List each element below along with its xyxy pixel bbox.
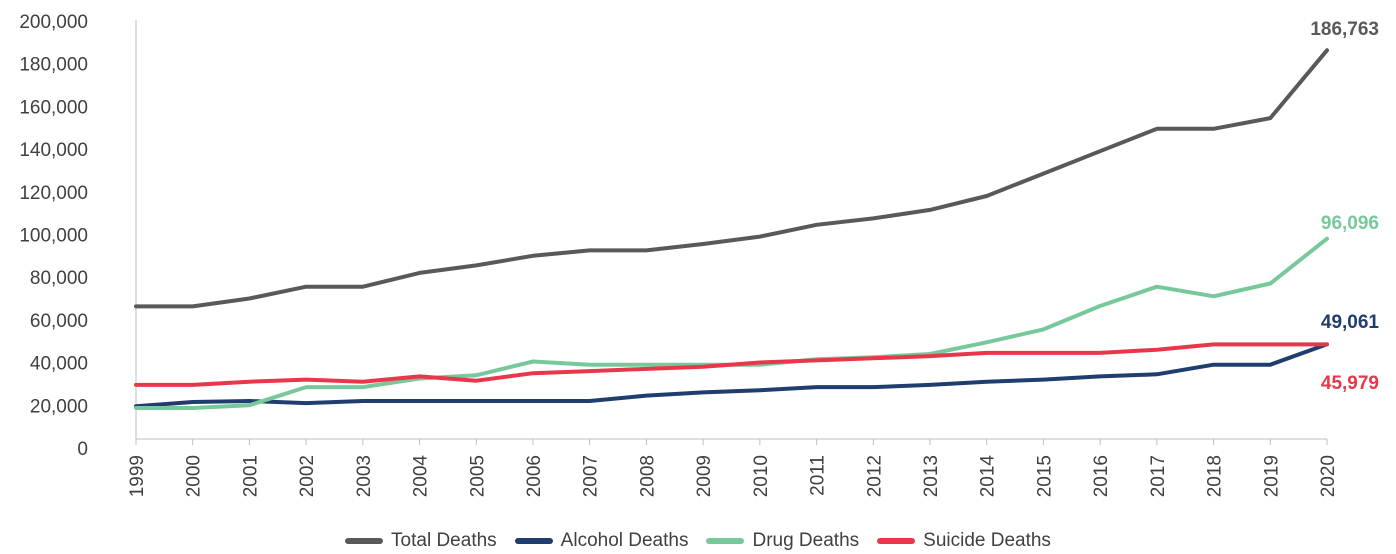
y-tick-label: 80,000 [30,268,88,289]
legend-swatch [345,538,384,544]
y-tick-label: 60,000 [30,311,88,332]
y-tick-label: 140,000 [19,140,88,161]
x-tick-label: 2013 [921,455,942,497]
x-tick-label: 2000 [184,455,205,497]
x-tick-label: 2018 [1205,455,1226,497]
legend: Total Deaths Alcohol Deaths Drug Deaths Sui… [0,530,1396,552]
series-line-alcohol-deaths [134,342,1329,409]
x-tick-label: 2002 [297,455,318,497]
legend-item: Suicide Deaths [877,530,1051,552]
x-tick-label: 2020 [1318,455,1339,497]
x-tick-label: 2019 [1261,455,1282,497]
series-line-drug-deaths [134,236,1329,410]
x-tick-label: 2004 [411,455,432,498]
x-tick-label: 2001 [240,455,261,497]
y-tick-label: 200,000 [19,12,88,33]
x-tick-label: 2007 [581,455,602,497]
series-lines [134,48,1329,410]
y-tick-label: 0 [77,439,88,460]
legend-label: Drug Deaths [752,530,860,551]
end-labels: 186,763 49,061 96,096 45,979 [1310,19,1379,394]
y-tick-label: 40,000 [30,354,88,375]
legend-item: Total Deaths [345,530,497,552]
x-tick-label: 2016 [1091,455,1112,497]
legend-item: Drug Deaths [706,530,859,552]
y-axis: 0 20,000 40,000 60,000 80,000 100,000 120,000 1… [19,12,137,460]
series-line-total-deaths [134,48,1329,309]
legend-label: Alcohol Deaths [560,530,689,551]
x-tick-label: 2015 [1034,455,1055,497]
y-tick-label: 20,000 [30,396,88,417]
x-tick-label: 2009 [694,455,715,497]
x-tick-label: 2010 [751,455,772,497]
end-value-label: 186,763 [1310,19,1379,40]
x-tick-label: 2011 [808,455,829,496]
x-tick-label: 1999 [127,455,148,497]
legend-swatch [706,538,745,544]
y-tick-label: 180,000 [19,55,88,76]
y-tick-label: 100,000 [19,226,88,247]
x-tick-label: 2003 [354,455,375,497]
x-tick-label: 2005 [467,455,488,497]
y-tick-label: 160,000 [19,97,88,118]
x-tick-label: 2008 [637,455,658,497]
line-chart: 0 20,000 40,000 60,000 80,000 100,000 120,000 1… [19,12,1379,498]
x-tick-label: 2006 [524,455,545,497]
legend-swatch [877,538,916,544]
legend-item: Alcohol Deaths [514,530,689,552]
x-tick-label: 2012 [864,455,885,497]
x-axis: 1999 2000 2001 2002 2003 2004 2005 2006 2007 2008… [127,438,1339,498]
legend-label: Suicide Deaths [923,530,1051,551]
series-line-suicide-deaths [134,342,1329,387]
end-value-label: 49,061 [1321,312,1380,333]
x-tick-label: 2017 [1148,455,1169,497]
end-value-label: 96,096 [1321,213,1379,234]
legend-label: Total Deaths [391,530,497,551]
x-tick-label: 2014 [978,455,999,498]
end-value-label: 45,979 [1321,373,1379,394]
legend-swatch [514,538,553,544]
y-tick-label: 120,000 [19,183,88,204]
